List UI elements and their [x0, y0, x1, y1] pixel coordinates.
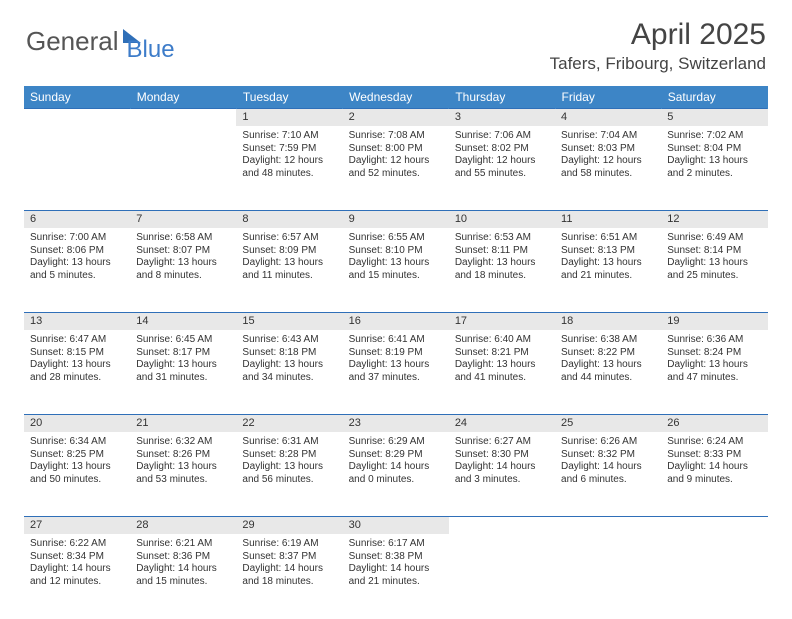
day-info-cell: Sunrise: 6:55 AMSunset: 8:10 PMDaylight:… [343, 229, 449, 313]
day-info-cell: Sunrise: 6:51 AMSunset: 8:13 PMDaylight:… [555, 229, 661, 313]
day-number-cell [449, 517, 555, 535]
day-info-cell: Sunrise: 7:06 AMSunset: 8:02 PMDaylight:… [449, 127, 555, 211]
info-row: Sunrise: 7:10 AMSunset: 7:59 PMDaylight:… [24, 127, 768, 211]
day-number-cell: 2 [343, 109, 449, 127]
day-number-cell: 6 [24, 211, 130, 229]
day-info-cell: Sunrise: 6:22 AMSunset: 8:34 PMDaylight:… [24, 535, 130, 619]
day-info-cell: Sunrise: 6:17 AMSunset: 8:38 PMDaylight:… [343, 535, 449, 619]
day-info-cell: Sunrise: 6:47 AMSunset: 8:15 PMDaylight:… [24, 331, 130, 415]
day-number-cell: 1 [236, 109, 342, 127]
day-number-cell: 13 [24, 313, 130, 331]
day-number-cell [130, 109, 236, 127]
info-row: Sunrise: 6:34 AMSunset: 8:25 PMDaylight:… [24, 433, 768, 517]
location: Tafers, Fribourg, Switzerland [550, 54, 766, 74]
day-info-cell [24, 127, 130, 211]
info-row: Sunrise: 6:47 AMSunset: 8:15 PMDaylight:… [24, 331, 768, 415]
day-number-cell: 19 [661, 313, 767, 331]
day-info-cell: Sunrise: 7:08 AMSunset: 8:00 PMDaylight:… [343, 127, 449, 211]
day-info-cell: Sunrise: 6:41 AMSunset: 8:19 PMDaylight:… [343, 331, 449, 415]
day-info-cell: Sunrise: 6:43 AMSunset: 8:18 PMDaylight:… [236, 331, 342, 415]
day-number-cell: 12 [661, 211, 767, 229]
day-info-cell: Sunrise: 6:24 AMSunset: 8:33 PMDaylight:… [661, 433, 767, 517]
info-row: Sunrise: 7:00 AMSunset: 8:06 PMDaylight:… [24, 229, 768, 313]
day-number-cell: 25 [555, 415, 661, 433]
day-number-cell: 4 [555, 109, 661, 127]
day-number-cell: 9 [343, 211, 449, 229]
day-number-cell: 5 [661, 109, 767, 127]
day-info-cell: Sunrise: 6:36 AMSunset: 8:24 PMDaylight:… [661, 331, 767, 415]
day-number-cell [661, 517, 767, 535]
day-number-cell: 15 [236, 313, 342, 331]
day-number-cell: 8 [236, 211, 342, 229]
day-number-cell: 21 [130, 415, 236, 433]
day-number-cell: 26 [661, 415, 767, 433]
day-info-cell: Sunrise: 6:26 AMSunset: 8:32 PMDaylight:… [555, 433, 661, 517]
day-info-cell: Sunrise: 6:29 AMSunset: 8:29 PMDaylight:… [343, 433, 449, 517]
day-info-cell: Sunrise: 7:10 AMSunset: 7:59 PMDaylight:… [236, 127, 342, 211]
day-number-cell: 14 [130, 313, 236, 331]
day-number-cell: 7 [130, 211, 236, 229]
info-row: Sunrise: 6:22 AMSunset: 8:34 PMDaylight:… [24, 535, 768, 619]
daynum-row: 6789101112 [24, 211, 768, 229]
day-header: Thursday [449, 86, 555, 109]
day-number-cell: 28 [130, 517, 236, 535]
day-info-cell: Sunrise: 7:04 AMSunset: 8:03 PMDaylight:… [555, 127, 661, 211]
logo-text-general: General [26, 26, 119, 57]
day-info-cell [130, 127, 236, 211]
day-header: Wednesday [343, 86, 449, 109]
calendar-table: Sunday Monday Tuesday Wednesday Thursday… [24, 86, 768, 619]
day-number-cell: 30 [343, 517, 449, 535]
day-number-cell: 23 [343, 415, 449, 433]
day-info-cell: Sunrise: 6:40 AMSunset: 8:21 PMDaylight:… [449, 331, 555, 415]
day-info-cell: Sunrise: 6:57 AMSunset: 8:09 PMDaylight:… [236, 229, 342, 313]
day-info-cell: Sunrise: 6:49 AMSunset: 8:14 PMDaylight:… [661, 229, 767, 313]
daynum-row: 13141516171819 [24, 313, 768, 331]
day-number-cell: 18 [555, 313, 661, 331]
day-number-cell: 16 [343, 313, 449, 331]
logo-text-blue: Blue [127, 36, 175, 64]
day-number-cell: 10 [449, 211, 555, 229]
day-header: Saturday [661, 86, 767, 109]
day-number-cell: 20 [24, 415, 130, 433]
day-number-cell: 11 [555, 211, 661, 229]
day-header: Tuesday [236, 86, 342, 109]
day-number-cell: 27 [24, 517, 130, 535]
day-header: Sunday [24, 86, 130, 109]
day-info-cell: Sunrise: 6:34 AMSunset: 8:25 PMDaylight:… [24, 433, 130, 517]
day-info-cell: Sunrise: 7:00 AMSunset: 8:06 PMDaylight:… [24, 229, 130, 313]
daynum-row: 27282930 [24, 517, 768, 535]
day-info-cell: Sunrise: 6:31 AMSunset: 8:28 PMDaylight:… [236, 433, 342, 517]
day-info-cell [449, 535, 555, 619]
day-number-cell: 22 [236, 415, 342, 433]
day-number-cell: 29 [236, 517, 342, 535]
day-info-cell: Sunrise: 6:58 AMSunset: 8:07 PMDaylight:… [130, 229, 236, 313]
daynum-row: 20212223242526 [24, 415, 768, 433]
day-header: Friday [555, 86, 661, 109]
day-info-cell: Sunrise: 6:21 AMSunset: 8:36 PMDaylight:… [130, 535, 236, 619]
calendar-body: 12345Sunrise: 7:10 AMSunset: 7:59 PMDayl… [24, 109, 768, 619]
day-info-cell [661, 535, 767, 619]
day-info-cell: Sunrise: 6:27 AMSunset: 8:30 PMDaylight:… [449, 433, 555, 517]
header: General Blue April 2025 Tafers, Fribourg… [0, 0, 792, 82]
day-info-cell: Sunrise: 7:02 AMSunset: 8:04 PMDaylight:… [661, 127, 767, 211]
day-number-cell [24, 109, 130, 127]
day-info-cell: Sunrise: 6:38 AMSunset: 8:22 PMDaylight:… [555, 331, 661, 415]
daynum-row: 12345 [24, 109, 768, 127]
day-info-cell: Sunrise: 6:53 AMSunset: 8:11 PMDaylight:… [449, 229, 555, 313]
day-number-cell: 24 [449, 415, 555, 433]
month-title: April 2025 [550, 18, 766, 52]
logo: General Blue [26, 18, 175, 64]
day-number-cell: 17 [449, 313, 555, 331]
day-header: Monday [130, 86, 236, 109]
day-info-cell: Sunrise: 6:32 AMSunset: 8:26 PMDaylight:… [130, 433, 236, 517]
title-block: April 2025 Tafers, Fribourg, Switzerland [550, 18, 766, 74]
day-info-cell: Sunrise: 6:19 AMSunset: 8:37 PMDaylight:… [236, 535, 342, 619]
day-number-cell [555, 517, 661, 535]
day-header-row: Sunday Monday Tuesday Wednesday Thursday… [24, 86, 768, 109]
day-number-cell: 3 [449, 109, 555, 127]
day-info-cell: Sunrise: 6:45 AMSunset: 8:17 PMDaylight:… [130, 331, 236, 415]
day-info-cell [555, 535, 661, 619]
